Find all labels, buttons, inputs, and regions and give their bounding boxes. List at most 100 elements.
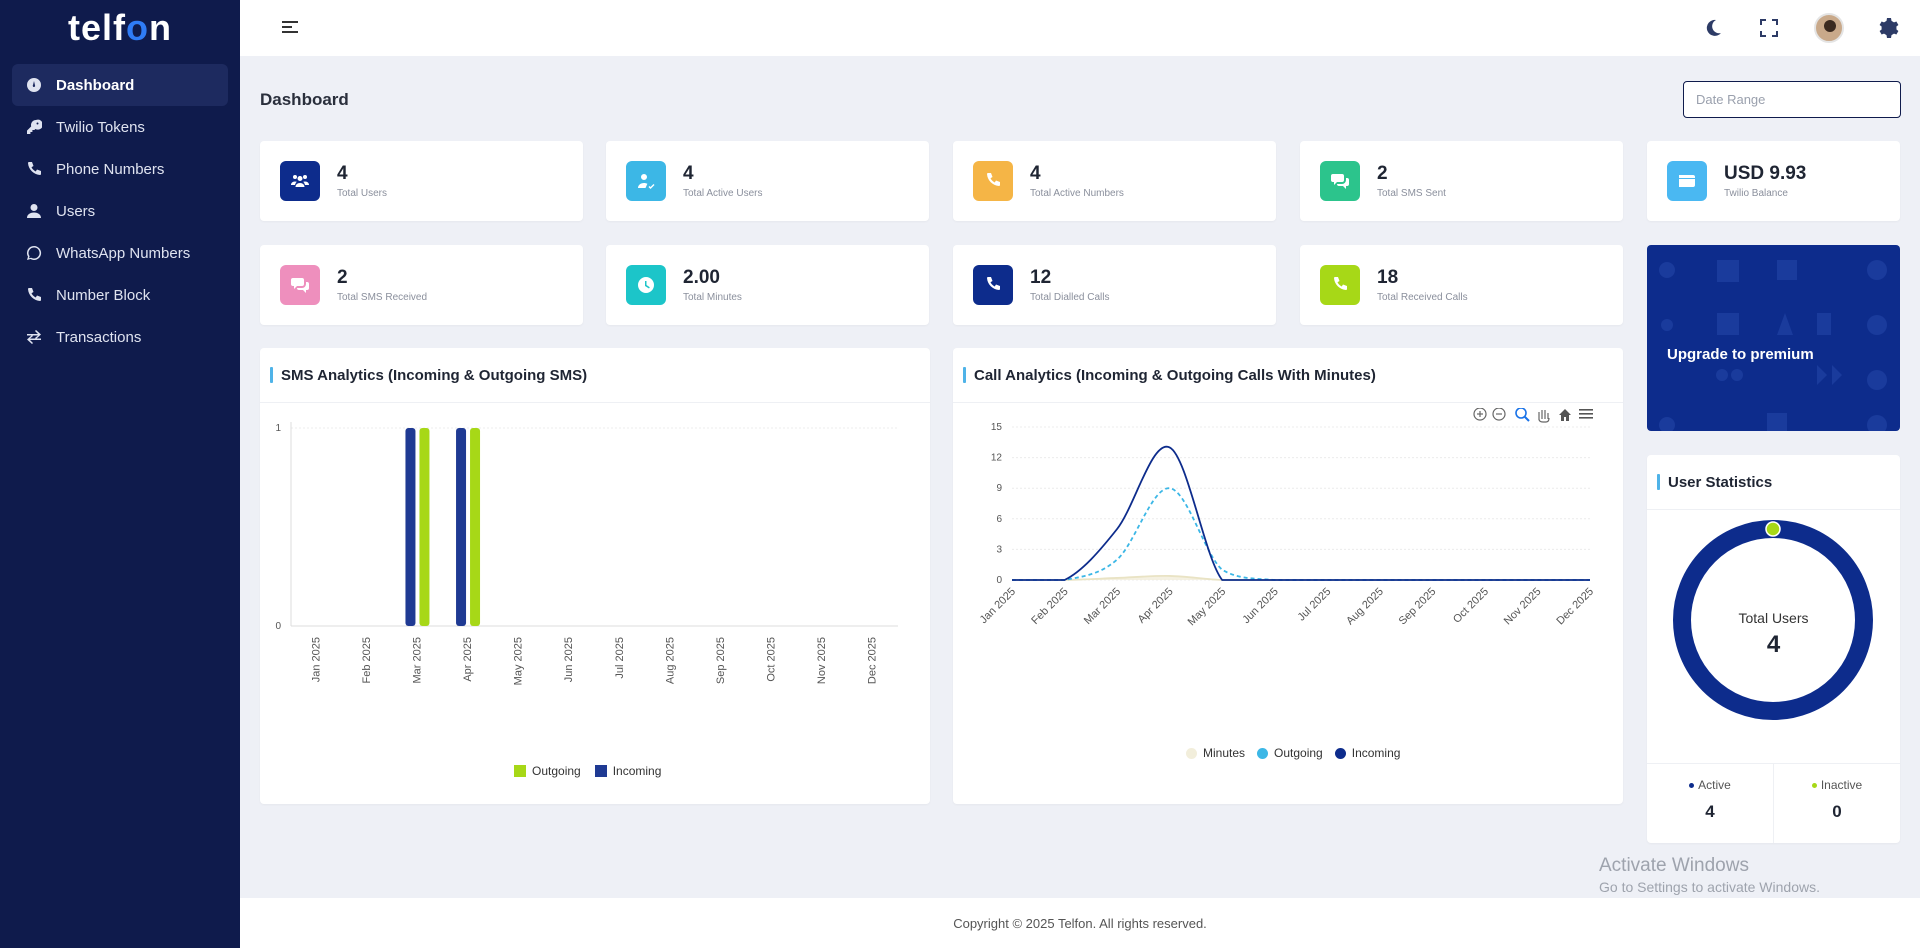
logo-accent: o (126, 7, 149, 48)
x-tick-label: Apr 2025 (1136, 586, 1176, 626)
x-tick-label: Nov 2025 (1502, 586, 1544, 628)
active-label: Active (1698, 778, 1731, 792)
x-tick-label: Aug 2025 (664, 637, 676, 684)
sidebar-item-label: Number Block (56, 286, 151, 304)
transfer-icon (27, 330, 41, 344)
legend-outgoing-label[interactable]: Outgoing (1274, 746, 1323, 760)
bar-outgoing-mar-2025[interactable] (419, 428, 430, 626)
series-outgoing-line[interactable] (1011, 487, 1590, 581)
page-title: Dashboard (260, 90, 349, 109)
bar-incoming-mar-2025[interactable] (405, 428, 416, 626)
x-tick-label: Dec 2025 (867, 637, 879, 684)
legend-minutes-dot (1186, 747, 1197, 759)
sms-legend: Outgoing Incoming (500, 764, 661, 778)
y-tick-label: 0 (996, 575, 1002, 586)
sidebar-item-number-block[interactable]: Number Block (12, 274, 228, 316)
call-card-title: Call Analytics (Incoming & Outgoing Call… (953, 348, 1623, 403)
zoom-out-icon[interactable] (1492, 408, 1506, 421)
date-range-input[interactable] (1683, 81, 1901, 118)
stat-icon-box (1320, 161, 1360, 201)
menu-icon[interactable] (1579, 409, 1593, 419)
legend-outgoing-dot (1257, 747, 1269, 759)
whatsapp-icon (27, 245, 42, 260)
legend-incoming-swatch (594, 765, 607, 777)
x-tick-label: Dec 2025 (1554, 586, 1596, 628)
x-tick-label: Jun 2025 (563, 637, 575, 682)
donut-center-label: Total Users (1738, 610, 1809, 626)
legend-outgoing-label[interactable]: Outgoing (532, 764, 581, 778)
x-tick-label: Nov 2025 (816, 637, 828, 684)
sms-card-title-text: SMS Analytics (Incoming & Outgoing SMS) (281, 366, 588, 384)
x-tick-label: Jul 2025 (614, 637, 626, 679)
user-stats-title: User Statistics (1647, 455, 1900, 510)
call-legend: Minutes Outgoing Incoming (1174, 746, 1400, 760)
inactive-dot (1811, 783, 1817, 789)
topbar (240, 0, 1920, 56)
sidebar-item-twilio-tokens[interactable]: Twilio Tokens (12, 106, 228, 148)
sidebar-item-dashboard[interactable]: Dashboard (12, 64, 228, 106)
bar-outgoing-apr-2025[interactable] (470, 428, 481, 626)
user-stats-footer: Active 4 Inactive 0 (1647, 763, 1900, 843)
x-tick-label: Sep 2025 (715, 637, 727, 684)
premium-pattern (1659, 260, 1887, 431)
donut-center-value: 4 (1766, 631, 1781, 658)
stat-icon-box (280, 161, 320, 201)
logo[interactable]: telf o n (0, 0, 240, 56)
legend-incoming-label[interactable]: Incoming (1351, 746, 1401, 760)
active-stat: Active 4 (1647, 764, 1773, 843)
bar-incoming-apr-2025[interactable] (456, 428, 467, 626)
footer: Copyright © 2025 Telfon. All rights rese… (240, 898, 1920, 948)
fullscreen-icon[interactable] (1758, 17, 1780, 39)
zoom-select-icon[interactable] (1515, 408, 1530, 422)
stat-label: Total Active Users (683, 188, 763, 199)
sidebar-item-whatsapp-numbers[interactable]: WhatsApp Numbers (12, 232, 228, 274)
stat-card-total-sms-received: 2 Total SMS Received (260, 245, 583, 325)
sidebar: telf o n Dashboard Twilio Tokens Phone Numbe… (0, 0, 240, 948)
legend-incoming-label[interactable]: Incoming (612, 764, 662, 778)
sidebar-item-transactions[interactable]: Transactions (12, 316, 228, 358)
x-tick-label: Aug 2025 (1344, 586, 1386, 628)
gear-icon[interactable] (1878, 17, 1900, 39)
call-line-chart: 0 3 6 9 12 15 Jan 2025 Feb 2025 Mar 2025 Apr 2025… (978, 408, 1596, 628)
main-content: Dashboard 4 Total Users 4 Total Active User… (240, 56, 1920, 898)
menu-toggle-icon[interactable] (280, 17, 302, 39)
y-tick-label: 3 (996, 544, 1002, 555)
phone-icon (987, 277, 1000, 290)
moon-icon[interactable] (1702, 17, 1724, 39)
stat-label: Total Dialled Calls (1030, 292, 1110, 303)
logo-text: telf (68, 7, 126, 48)
stat-value: 2 (1377, 163, 1388, 184)
chat-icon (291, 278, 309, 293)
series-incoming-line[interactable] (1011, 445, 1590, 581)
logo-text-end: n (149, 7, 172, 48)
stat-value: 2 (337, 267, 348, 288)
legend-incoming-dot (1334, 747, 1346, 759)
stat-card-total-active-numbers: 4 Total Active Numbers (953, 141, 1276, 221)
stat-icon-box (280, 265, 320, 305)
active-value: 4 (1705, 802, 1715, 821)
stat-card-total-minutes: 2.00 Total Minutes (606, 245, 929, 325)
home-icon[interactable] (1559, 409, 1571, 421)
legend-minutes-label[interactable]: Minutes (1203, 746, 1246, 760)
user-stats-title-text: User Statistics (1668, 473, 1773, 491)
stat-label: Total Minutes (683, 292, 742, 303)
stat-value: 18 (1377, 267, 1399, 288)
stat-value: 12 (1030, 267, 1052, 288)
avatar (1814, 13, 1844, 43)
x-tick-label: Feb 2025 (361, 637, 373, 683)
zoom-in-icon[interactable] (1473, 408, 1487, 421)
stat-card-total-sms-sent: 2 Total SMS Sent (1300, 141, 1623, 221)
sidebar-item-phone-numbers[interactable]: Phone Numbers (12, 148, 228, 190)
sidebar-item-label: Transactions (56, 328, 142, 346)
upgrade-premium-card[interactable]: Upgrade to premium (1647, 245, 1900, 431)
pan-icon[interactable] (1538, 410, 1550, 423)
user-avatar[interactable] (1814, 13, 1844, 43)
sidebar-item-users[interactable]: Users (12, 190, 228, 232)
x-tick-label: Oct 2025 (766, 637, 778, 682)
y-tick-label: 6 (996, 514, 1002, 525)
stat-card-twilio-balance: USD 9.93 Twilio Balance (1647, 141, 1900, 221)
user-donut-chart (1673, 520, 1873, 720)
sidebar-item-label: Twilio Tokens (56, 118, 145, 136)
x-tick-label: Jun 2025 (1240, 586, 1280, 626)
stat-card-total-dialled-calls: 12 Total Dialled Calls (953, 245, 1276, 325)
